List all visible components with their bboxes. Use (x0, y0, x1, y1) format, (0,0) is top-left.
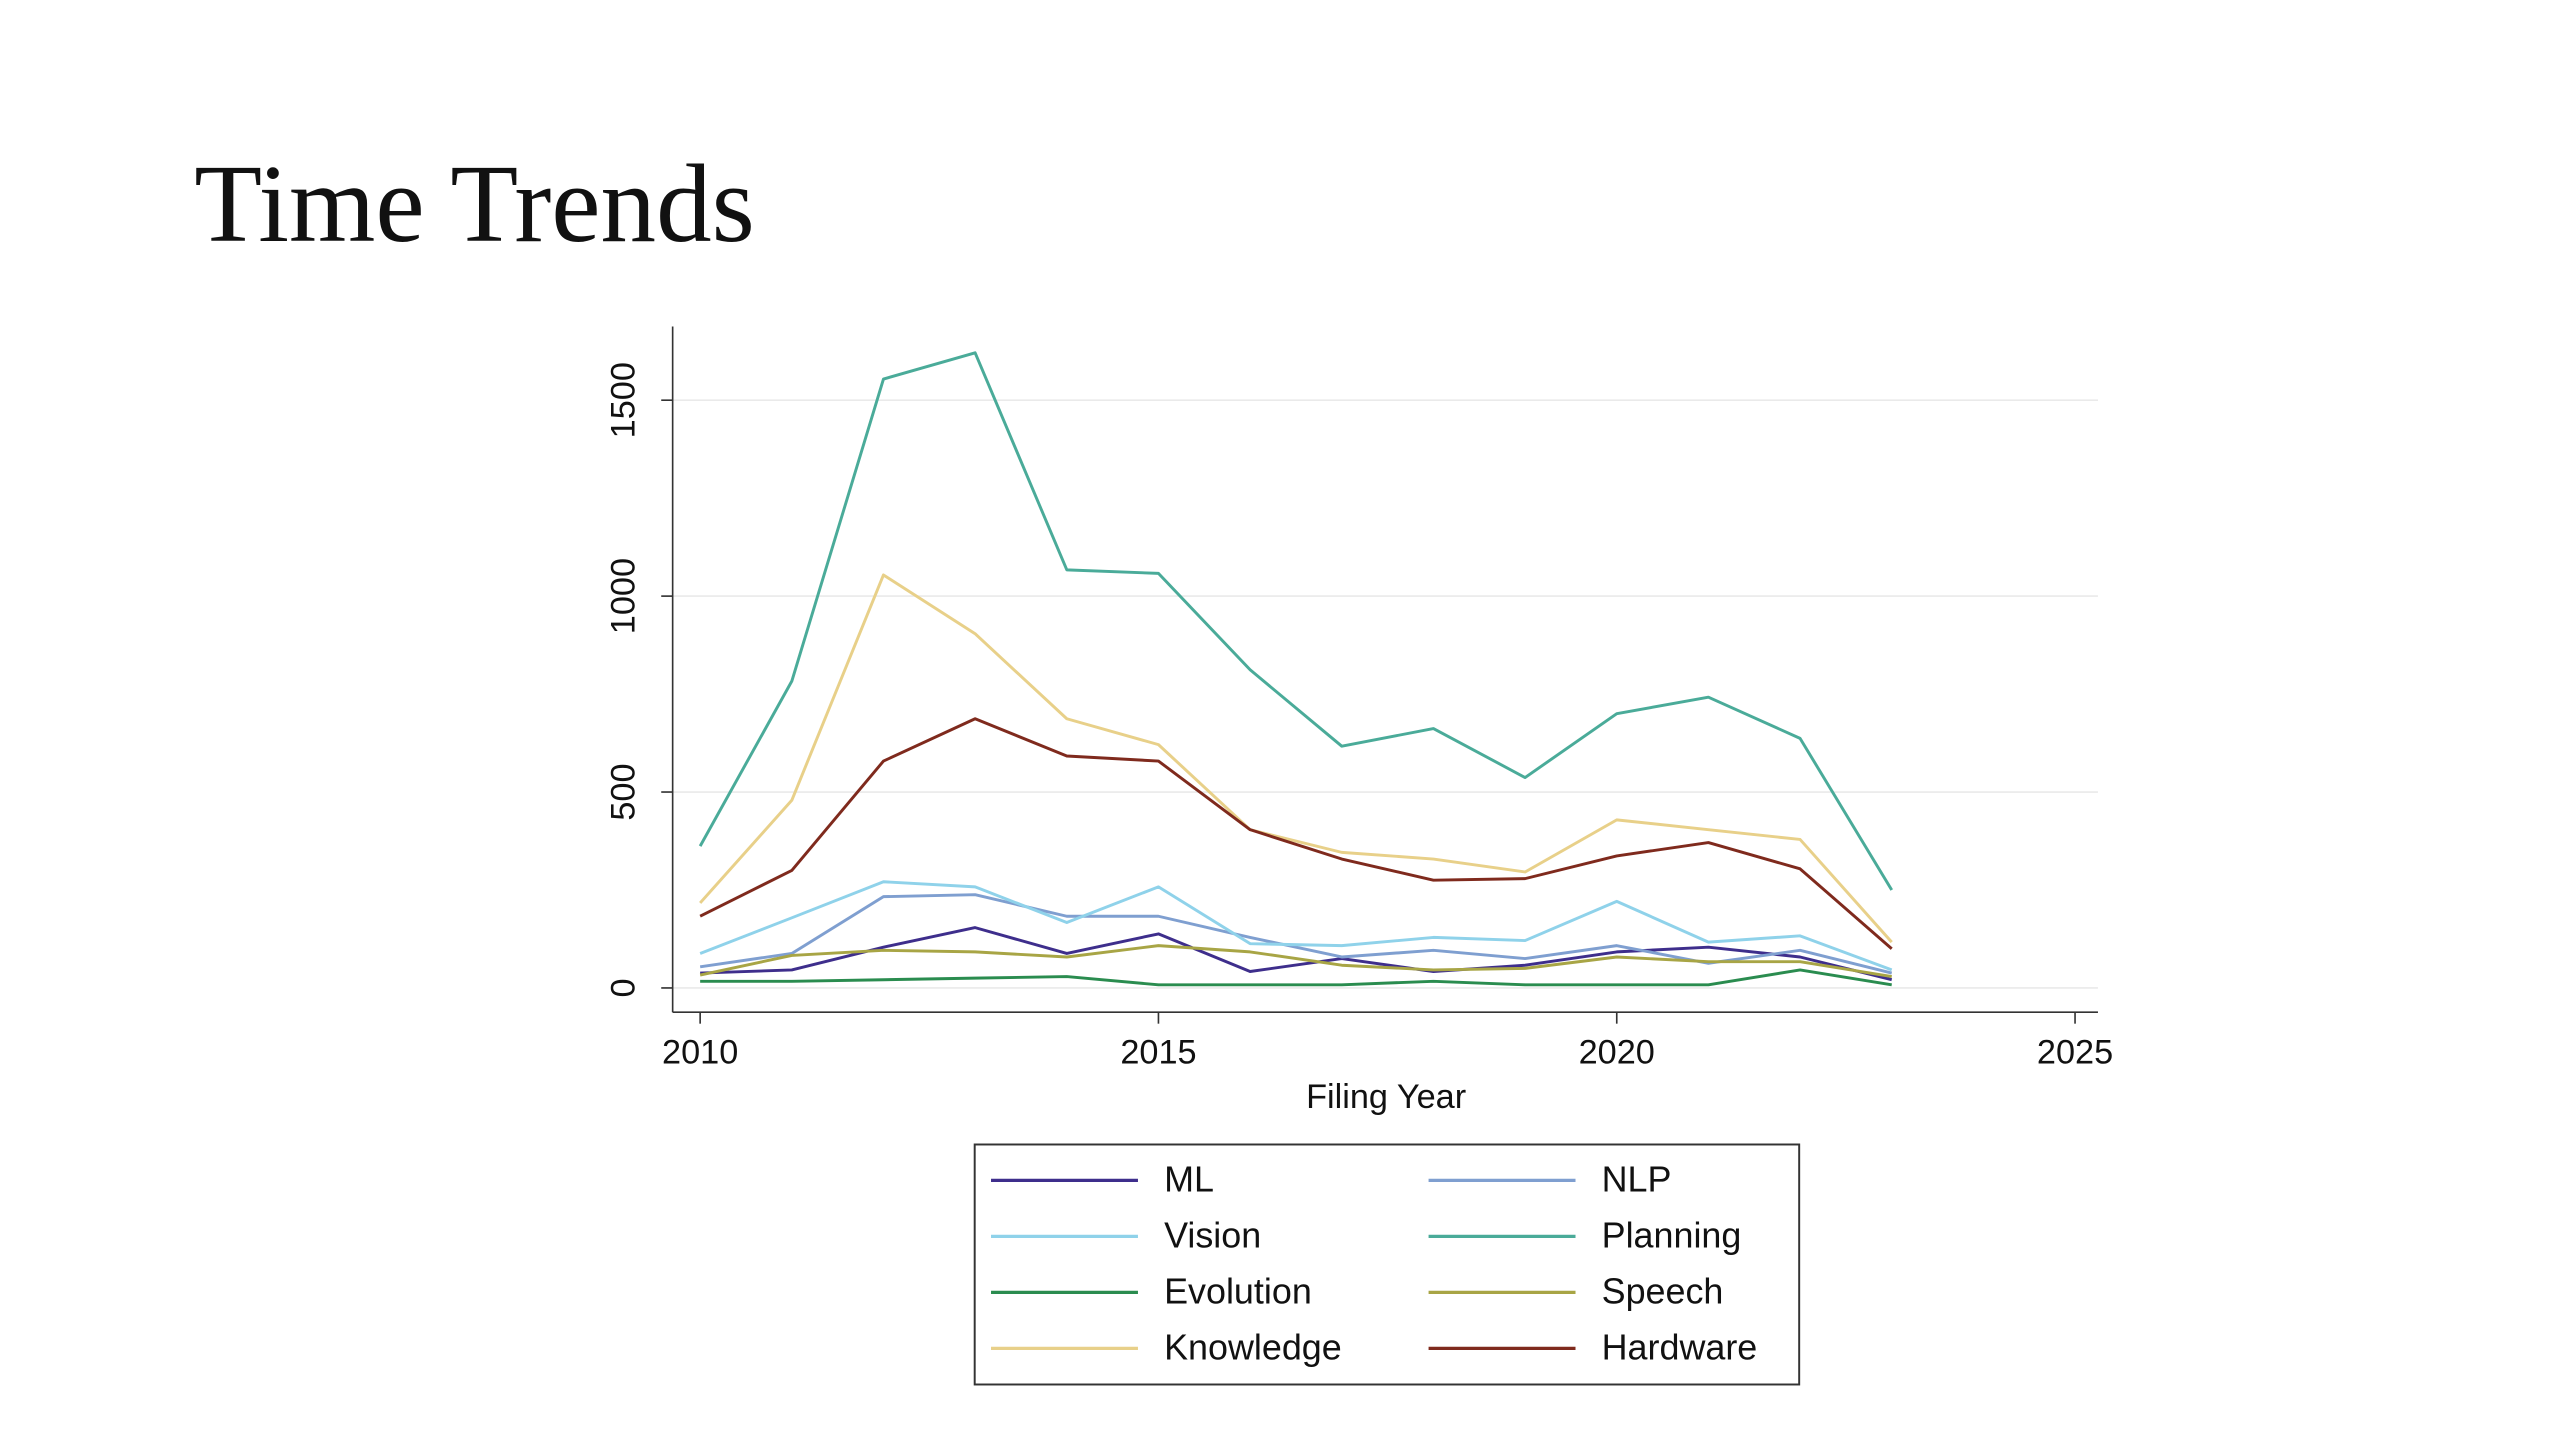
chart-title: Time Trends (194, 143, 754, 266)
legend-label: Hardware (1602, 1327, 1758, 1368)
x-tick-label: 2025 (2037, 1034, 2113, 1072)
series-line (699, 944, 1892, 979)
x-tick-label: 2015 (1120, 1034, 1196, 1072)
legend-label: Vision (1164, 1215, 1261, 1256)
series-line (700, 926, 1893, 982)
y-tick-label: 500 (604, 763, 642, 820)
x-tick-label: 2020 (1579, 1034, 1655, 1072)
legend-label: Evolution (1164, 1271, 1312, 1312)
x-tick-label: 2010 (662, 1034, 738, 1072)
x-axis-label: Filing Year (1306, 1078, 1466, 1116)
series-line (699, 717, 1893, 950)
series-line (699, 573, 1893, 944)
y-tick-label: 0 (604, 978, 642, 997)
legend-label: NLP (1602, 1159, 1672, 1200)
series-line (698, 351, 1893, 891)
series-line (700, 968, 1892, 987)
legend-box (973, 1143, 1801, 1386)
series-line (699, 880, 1893, 972)
y-tick-label: 1500 (604, 362, 642, 438)
legend-label: ML (1164, 1159, 1214, 1200)
legend-label: Planning (1602, 1215, 1742, 1256)
legend-label: Knowledge (1164, 1327, 1342, 1368)
legend-label: Speech (1602, 1271, 1724, 1312)
y-tick-label: 1000 (604, 558, 642, 634)
